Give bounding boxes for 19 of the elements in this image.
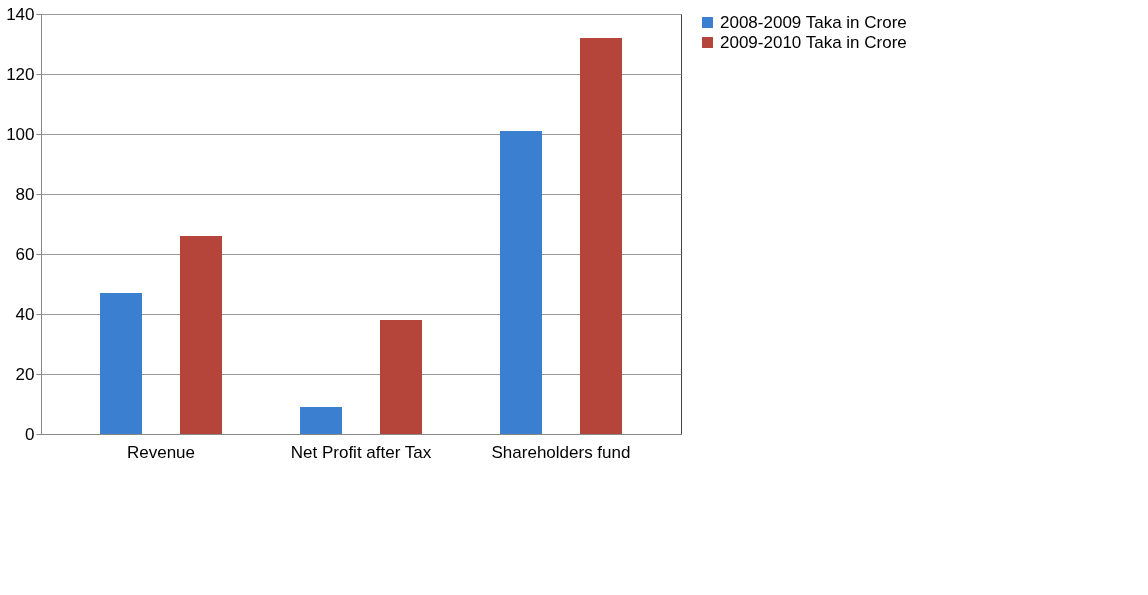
y-tick-label: 120: [6, 64, 35, 84]
y-tick-label: 140: [6, 4, 35, 24]
x-tick-label: Revenue: [126, 442, 196, 462]
bar: [500, 131, 542, 434]
y-tick-label: 20: [15, 364, 35, 384]
y-tick-label: 100: [6, 124, 35, 144]
y-tick-label: 40: [15, 304, 35, 324]
x-tick-label: Net Profit after Tax: [290, 442, 432, 462]
x-tick-label: Shareholders fund: [491, 442, 631, 462]
y-tick-label: 0: [25, 424, 35, 444]
legend-label: 2009-2010 Taka in Crore: [720, 32, 907, 52]
legend-label: 2008-2009 Taka in Crore: [720, 12, 907, 32]
bar: [380, 320, 422, 434]
y-tick-label: 80: [15, 184, 35, 204]
bar: [580, 38, 622, 434]
y-tick-label: 60: [15, 244, 35, 264]
bar: [180, 236, 222, 434]
bar: [100, 293, 142, 434]
bar: [300, 407, 342, 434]
